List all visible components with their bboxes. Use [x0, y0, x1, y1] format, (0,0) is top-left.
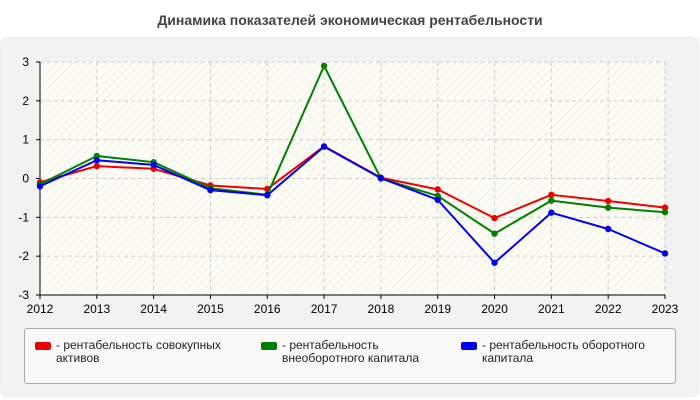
legend-swatch-current	[461, 342, 477, 350]
data-point[interactable]	[93, 157, 101, 164]
y-tick-label: 2	[22, 94, 29, 108]
x-tick-label: 2013	[83, 302, 110, 316]
data-point[interactable]	[320, 143, 328, 150]
data-point[interactable]	[320, 62, 328, 70]
data-point[interactable]	[491, 259, 498, 266]
x-tick-label: 2016	[254, 302, 281, 316]
data-point[interactable]	[377, 174, 385, 182]
data-point[interactable]	[548, 191, 555, 199]
data-point[interactable]	[93, 162, 101, 170]
grid	[40, 61, 666, 295]
data-point[interactable]	[491, 214, 498, 222]
data-point[interactable]	[661, 209, 669, 216]
data-point[interactable]	[604, 204, 612, 211]
data-point[interactable]	[661, 204, 669, 211]
series-line-2	[39, 145, 666, 264]
legend: - рентабельность совокупных активов - ре…	[24, 328, 676, 384]
x-tick-label: 2019	[424, 302, 451, 316]
y-tick-label: 0	[22, 172, 29, 186]
data-point[interactable]	[604, 197, 612, 205]
y-tick-label: 1	[22, 133, 29, 147]
data-point[interactable]	[604, 225, 612, 233]
x-tick-label: 2012	[27, 302, 54, 316]
data-point[interactable]	[661, 250, 669, 257]
x-tick-label: 2020	[481, 302, 508, 316]
data-point[interactable]	[36, 183, 44, 190]
legend-label-noncurrent: - рентабельность внеоборотного капитала	[282, 338, 419, 365]
data-point[interactable]	[150, 161, 157, 169]
y-tick-label: -3	[18, 288, 29, 302]
legend-label-current: - рентабельность оборотного капитала	[482, 338, 645, 365]
legend-swatch-noncurrent	[261, 342, 277, 350]
legend-swatch-assets	[35, 342, 51, 350]
data-point[interactable]	[207, 186, 214, 194]
x-tick-label: 2021	[538, 302, 565, 316]
x-tick-label: 2022	[595, 302, 622, 316]
chart-title: Динамика показателей экономическая рента…	[157, 12, 543, 28]
series-line-1	[39, 64, 666, 235]
x-tick-label: 2018	[368, 302, 395, 316]
data-point[interactable]	[434, 186, 441, 193]
x-tick-label: 2014	[140, 302, 167, 316]
x-tick-label: 2023	[652, 302, 679, 316]
data-point[interactable]	[548, 197, 555, 204]
x-tick-label: 2017	[311, 302, 338, 316]
series-2	[36, 143, 669, 266]
data-point[interactable]	[548, 209, 555, 216]
series-layer	[36, 62, 669, 266]
x-tick-label: 2015	[197, 302, 224, 316]
data-point[interactable]	[491, 230, 498, 237]
y-tick-label: 3	[22, 55, 29, 69]
y-tick-label: -1	[18, 210, 29, 224]
data-point[interactable]	[264, 191, 271, 199]
legend-label-assets: - рентабельность совокупных активов	[56, 338, 221, 365]
axes	[36, 61, 666, 299]
data-point[interactable]	[434, 196, 441, 204]
y-tick-label: -2	[18, 249, 29, 263]
